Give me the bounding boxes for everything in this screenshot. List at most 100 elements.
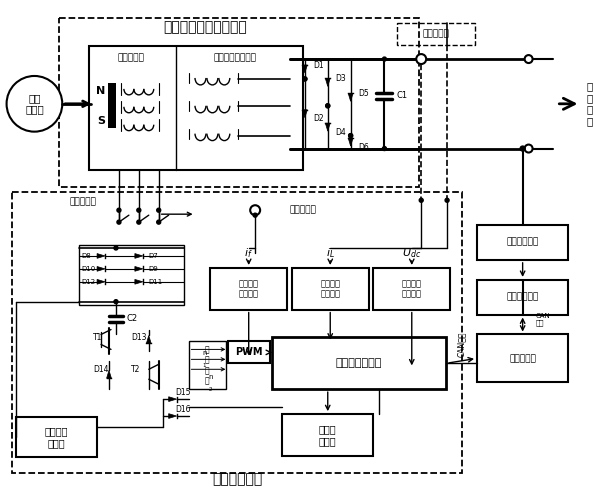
Circle shape [114,246,118,250]
Text: C1: C1 [396,91,407,100]
Text: D4: D4 [336,128,346,136]
Polygon shape [146,335,151,343]
Polygon shape [97,279,105,284]
FancyBboxPatch shape [228,341,270,363]
Text: PWM: PWM [235,348,263,357]
Polygon shape [135,279,143,284]
Circle shape [326,104,330,108]
Circle shape [303,77,307,81]
Polygon shape [135,253,143,258]
Polygon shape [106,370,112,378]
Text: 驱
动
系
统: 驱 动 系 统 [586,82,593,126]
Circle shape [416,54,426,64]
Text: 控制器工
作电源: 控制器工 作电源 [45,426,68,448]
Text: D16: D16 [176,405,191,413]
Circle shape [7,76,62,132]
Text: 动力蓄电池组: 动力蓄电池组 [507,238,539,246]
Text: T1: T1 [93,333,102,342]
Text: 内部辅
助电源: 内部辅 助电源 [319,424,337,446]
Text: D12: D12 [81,279,95,285]
Text: 永磁励磁机: 永磁励磁机 [118,54,144,62]
Text: 1: 1 [203,363,206,368]
Text: 输出电流
检测调理: 输出电流 检测调理 [320,279,340,299]
Circle shape [157,208,161,212]
Text: D15: D15 [176,388,191,397]
Text: n: n [208,374,213,380]
Text: 输出电压
检测调理: 输出电压 检测调理 [402,279,422,299]
Text: T2: T2 [131,365,140,374]
Circle shape [383,57,387,61]
Text: D13: D13 [131,333,146,342]
Circle shape [137,208,141,212]
Circle shape [326,104,330,108]
Text: 光
耦
隔
离: 光 耦 隔 离 [205,345,210,385]
Circle shape [520,146,525,151]
Text: 整车控制器: 整车控制器 [509,354,536,363]
Text: 2: 2 [208,387,212,392]
Circle shape [114,300,118,303]
Text: D8: D8 [81,253,91,259]
Circle shape [157,220,161,224]
Circle shape [117,208,121,212]
Polygon shape [302,110,307,118]
Polygon shape [348,93,353,101]
Circle shape [117,220,121,224]
Text: D9: D9 [148,266,159,272]
Circle shape [383,146,387,151]
Circle shape [253,213,257,217]
Circle shape [525,55,533,63]
Text: 励磁电流
检测调理: 励磁电流 检测调理 [239,279,259,299]
Polygon shape [302,65,307,73]
Circle shape [445,198,449,202]
Text: C2: C2 [127,314,138,323]
FancyBboxPatch shape [210,268,287,310]
FancyBboxPatch shape [15,417,97,457]
Circle shape [137,220,141,224]
Polygon shape [326,79,330,86]
Text: 双凸极无刷直流发电机: 双凸极无刷直流发电机 [163,20,247,34]
Polygon shape [326,123,330,131]
Text: $i_L$: $i_L$ [326,246,334,260]
Text: S: S [97,116,105,126]
FancyBboxPatch shape [292,268,368,310]
Text: D2: D2 [313,114,324,123]
FancyBboxPatch shape [374,268,450,310]
Text: D3: D3 [336,74,346,83]
Circle shape [303,77,307,81]
Text: D10: D10 [81,266,96,272]
Text: 电励磁双凸极电机: 电励磁双凸极电机 [214,54,257,62]
Text: D6: D6 [359,142,369,152]
FancyBboxPatch shape [477,280,568,315]
Text: D11: D11 [148,279,163,285]
FancyBboxPatch shape [282,414,374,456]
FancyBboxPatch shape [477,225,568,260]
Text: $i_f$: $i_f$ [244,246,253,260]
Text: D7: D7 [148,253,159,259]
Text: 励磁继电器: 励磁继电器 [69,198,96,207]
Text: D14: D14 [93,365,109,374]
Text: 车载
发动机: 车载 发动机 [25,93,44,114]
Circle shape [349,134,353,137]
Text: 电池管理系统: 电池管理系统 [507,292,539,301]
Polygon shape [97,267,105,271]
FancyBboxPatch shape [89,46,303,170]
Circle shape [419,198,423,202]
Text: N: N [96,86,106,96]
Circle shape [349,134,353,137]
Text: D1: D1 [313,60,324,70]
FancyBboxPatch shape [272,337,446,389]
Polygon shape [348,138,353,146]
Circle shape [250,205,260,215]
Text: CAN总线: CAN总线 [457,332,466,357]
Text: 电流传感器: 电流传感器 [423,29,450,39]
Text: 电流传感器: 电流传感器 [290,206,317,215]
FancyBboxPatch shape [188,341,226,389]
Text: 数字信号处理器: 数字信号处理器 [336,358,383,368]
FancyBboxPatch shape [477,334,568,382]
Polygon shape [135,267,143,271]
Polygon shape [97,253,105,258]
Polygon shape [169,397,176,402]
Circle shape [525,144,533,153]
Polygon shape [169,413,176,418]
Text: CAN
总线: CAN 总线 [536,313,550,327]
